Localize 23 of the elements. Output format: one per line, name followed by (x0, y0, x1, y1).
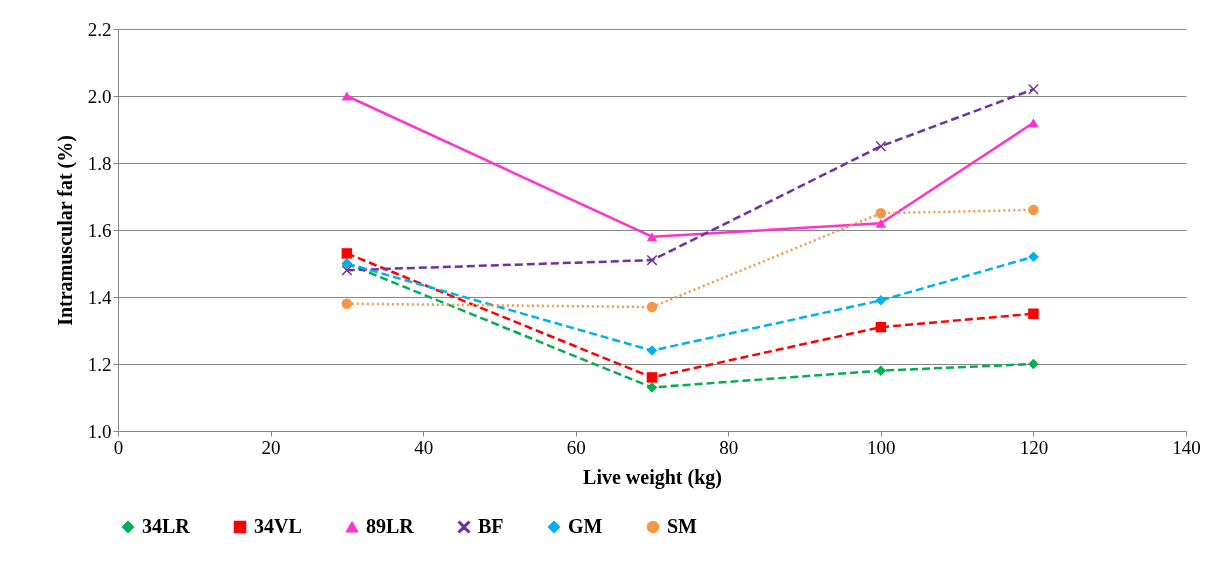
legend-label: 34LR (142, 515, 191, 537)
y-tick-label: 1.4 (87, 286, 112, 308)
x-tick-label: 60 (566, 436, 586, 458)
x-tick-label: 20 (261, 436, 281, 458)
x-tick-label: 80 (719, 436, 739, 458)
y-tick-label: 2.0 (87, 85, 112, 107)
x-tick-label: 40 (414, 436, 434, 458)
x-tick-label: 100 (867, 436, 896, 458)
y-axis-title: Intramuscular fat (%) (53, 135, 77, 326)
legend-label: SM (667, 515, 698, 537)
legend-label: GM (568, 515, 603, 537)
x-tick-label: 140 (1172, 436, 1201, 458)
y-tick-label: 1.0 (87, 420, 112, 442)
legend-label: BF (478, 515, 504, 537)
x-axis-title: Live weight (kg) (583, 465, 722, 489)
y-tick-label: 1.6 (87, 219, 112, 241)
y-tick-label: 2.2 (87, 18, 112, 40)
legend-label: 34VL (254, 515, 302, 537)
x-tick-label: 0 (113, 436, 124, 458)
y-tick-label: 1.2 (87, 353, 112, 375)
y-tick-label: 1.8 (87, 152, 112, 174)
x-tick-label: 120 (1019, 436, 1049, 458)
legend-label: 89LR (366, 515, 415, 537)
